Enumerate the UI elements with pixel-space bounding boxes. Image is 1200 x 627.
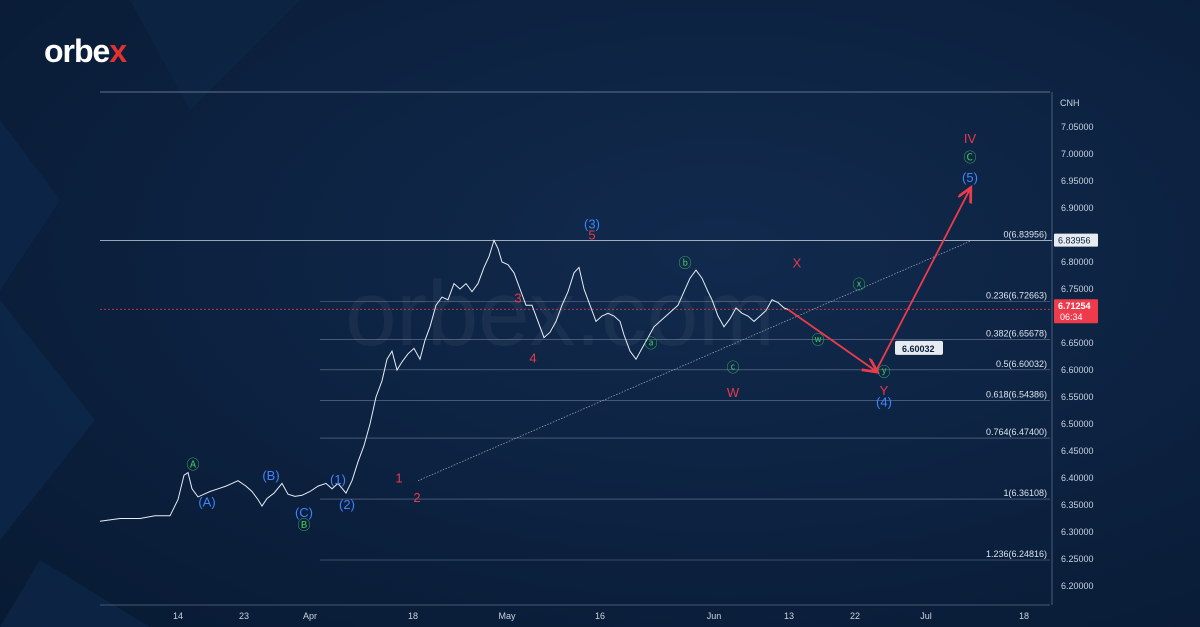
- y-tick-8: 6.60000: [1061, 365, 1094, 375]
- wave-label-9: 3: [514, 291, 521, 306]
- y-tick-13: 6.35000: [1061, 500, 1094, 510]
- price-series-line: [99, 239, 789, 522]
- price-axis-ticks: 7.05000 7.00000 6.95000 6.90000 6.80000 6.750…: [1061, 122, 1094, 591]
- wave-label-19: ⓧ: [852, 277, 865, 292]
- x-tick-5: 16: [595, 611, 605, 621]
- x-tick-7: 13: [784, 611, 794, 621]
- projection-arrows: [787, 189, 970, 372]
- wave-label-0: Ⓐ: [186, 457, 199, 472]
- wave-label-14: ⓐ: [644, 336, 657, 351]
- fib-label-0: 0(6.83956): [1003, 230, 1047, 240]
- y-tick-11: 6.45000: [1061, 446, 1094, 456]
- projection-arrow-1: [875, 189, 970, 372]
- fib-label-5: 0.764(6.47400): [986, 427, 1047, 437]
- x-tick-6: Jun: [707, 611, 722, 621]
- y-tick-1: 7.00000: [1061, 149, 1094, 159]
- y-tick-10: 6.50000: [1061, 419, 1094, 429]
- y-tick-7: 6.65000: [1061, 338, 1094, 348]
- wave-label-25: (5): [962, 170, 978, 185]
- x-tick-0: 14: [173, 611, 183, 621]
- svg-text:6.71254: 6.71254: [1058, 301, 1091, 311]
- fib-label-4: 0.618(6.54386): [986, 389, 1047, 399]
- wave-label-15: ⓒ: [726, 360, 739, 375]
- y-tick-4: 6.80000: [1061, 257, 1094, 267]
- wave-label-24: Ⓒ: [963, 150, 976, 165]
- wave-labels: Ⓐ (A) (B) (C)Ⓑ (1) (2) 12 3 4 (3)5 ⓑ ⓐ ⓒ W Xⓦ ⓧ ⓨ Y(4) IV Ⓒ…: [186, 131, 977, 532]
- x-tick-9: Jul: [920, 611, 932, 621]
- symbol-label: CNH: [1060, 98, 1080, 108]
- target-price-tag: 6.60032: [895, 340, 943, 355]
- wave-label-1: (A): [198, 495, 215, 510]
- y-tick-5: 6.75000: [1061, 284, 1094, 294]
- y-tick-12: 6.40000: [1061, 473, 1094, 483]
- svg-text:06:34: 06:34: [1060, 312, 1083, 322]
- wave-label-6: (2): [339, 497, 355, 512]
- wave-label-13: ⓑ: [678, 255, 691, 270]
- wave-label-17: X: [793, 255, 802, 270]
- orbex-logo: orbex: [44, 33, 127, 69]
- wave-label-3: (C): [295, 505, 313, 520]
- fib-label-1: 0.236(6.72663): [986, 291, 1047, 301]
- wave-label-16: W: [727, 385, 740, 400]
- wave-label-22: (4): [876, 395, 892, 410]
- wave-label-11: (3): [584, 217, 600, 232]
- x-tick-10: 18: [1019, 611, 1029, 621]
- x-tick-3: 18: [408, 611, 418, 621]
- svg-text:6.83956: 6.83956: [1058, 236, 1091, 246]
- y-tick-3: 6.90000: [1061, 203, 1094, 213]
- wave-label-4: Ⓑ: [297, 517, 310, 532]
- watermark: orbex.com: [345, 263, 775, 365]
- fib-label-6: 1(6.36108): [1003, 488, 1047, 498]
- wave-label-23: IV: [964, 131, 977, 146]
- projection-arrow-0: [787, 308, 876, 372]
- fib-label-3: 0.5(6.60032): [996, 359, 1047, 369]
- x-tick-4: May: [498, 611, 516, 621]
- fib-label-7: 1.236(6.24816): [986, 549, 1047, 559]
- x-tick-2: Apr: [303, 611, 317, 621]
- y-tick-16: 6.20000: [1061, 581, 1094, 591]
- y-tick-2: 6.95000: [1061, 176, 1094, 186]
- wave-label-8: 2: [413, 490, 420, 505]
- wave-label-7: 1: [395, 470, 402, 485]
- y-tick-0: 7.05000: [1061, 122, 1094, 132]
- y-tick-9: 6.55000: [1061, 392, 1094, 402]
- wave-label-20: ⓨ: [877, 364, 890, 379]
- current-price-tag: 6.71254 06:34: [1054, 299, 1098, 324]
- wave-label-12: 5: [588, 227, 595, 242]
- wave-label-18: ⓦ: [811, 333, 824, 348]
- wave-label-2: (B): [262, 468, 279, 483]
- x-tick-8: 22: [850, 611, 860, 621]
- y-tick-15: 6.25000: [1061, 554, 1094, 564]
- time-axis-ticks: 14 23 Apr 18 May 16 Jun 13 22 Jul 18: [173, 611, 1029, 621]
- resistance-price-tag: 6.83956: [1054, 233, 1098, 247]
- fib-label-2: 0.382(6.65678): [986, 328, 1047, 338]
- wave-label-5: (1): [330, 472, 346, 487]
- svg-text:6.60032: 6.60032: [902, 344, 935, 354]
- y-tick-14: 6.30000: [1061, 527, 1094, 537]
- wave-label-21: Y: [880, 383, 889, 398]
- wave-label-10: 4: [529, 350, 536, 365]
- x-tick-1: 23: [239, 611, 249, 621]
